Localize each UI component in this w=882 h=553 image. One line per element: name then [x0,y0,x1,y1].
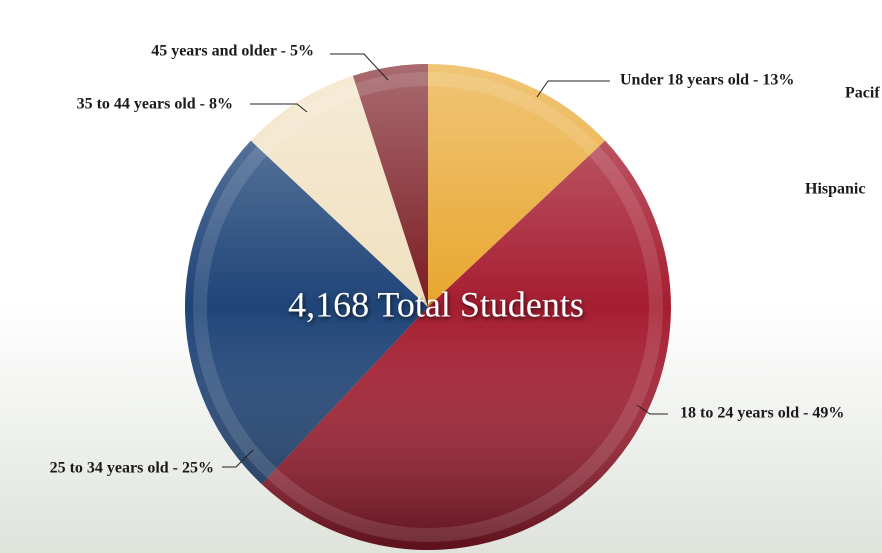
annotation: Pacif [845,85,880,102]
pie-rim [193,72,663,542]
slice-label: Under 18 years old - 13% [620,72,794,89]
leader-line [222,449,254,468]
leader-line [250,103,308,113]
slice-label: 35 to 44 years old - 8% [77,96,233,113]
center-label: 4,168 Total Students [288,284,584,324]
annotation: Hispanic [805,181,865,198]
slice-label: 18 to 24 years old - 49% [680,405,844,422]
slice-label: 45 years and older - 5% [151,43,314,60]
leader-line [636,404,668,415]
leader-line [536,80,610,98]
slice-label: 25 to 34 years old - 25% [50,460,214,477]
leader-line [330,53,389,81]
